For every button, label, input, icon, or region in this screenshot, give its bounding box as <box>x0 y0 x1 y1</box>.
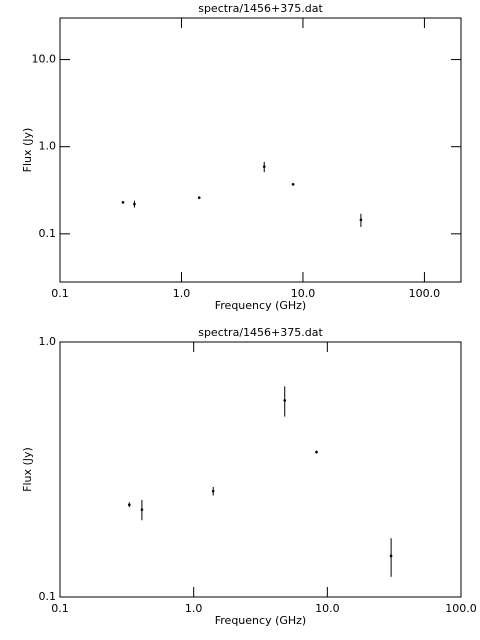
data-point <box>262 165 266 168</box>
x-tick-label: 0.1 <box>51 602 69 615</box>
data-point <box>133 202 136 206</box>
data-point <box>291 183 295 186</box>
x-tick-label: 0.1 <box>51 287 69 300</box>
x-tick-label: 1.0 <box>173 287 191 300</box>
data-point <box>389 554 393 558</box>
x-tick-label: 100.0 <box>409 287 441 300</box>
y-tick-label: 0.1 <box>39 227 57 240</box>
x-tick-label: 100.0 <box>445 602 477 615</box>
data-point <box>359 218 363 222</box>
chart-title: spectra/1456+375.dat <box>198 2 323 15</box>
data-point <box>140 508 144 511</box>
x-tick-label: 10.0 <box>315 602 340 615</box>
y-axis-label: Flux (Jy) <box>21 447 34 492</box>
chart-title: spectra/1456+375.dat <box>198 326 323 339</box>
y-tick-label: 10.0 <box>32 53 57 66</box>
data-point <box>211 489 215 493</box>
data-point <box>121 201 125 204</box>
x-axis-label: Frequency (GHz) <box>215 614 306 627</box>
plot-frame <box>59 341 462 598</box>
y-tick-label: 1.0 <box>39 335 57 348</box>
plot-frame <box>59 17 462 283</box>
y-tick-label: 0.1 <box>39 590 57 603</box>
x-axis-label: Frequency (GHz) <box>215 299 306 312</box>
y-tick-label: 1.0 <box>39 140 57 153</box>
x-tick-label: 1.0 <box>185 602 203 615</box>
data-point <box>197 196 201 199</box>
data-point <box>283 399 287 402</box>
x-tick-label: 10.0 <box>291 287 316 300</box>
data-point <box>128 503 131 507</box>
y-axis-label: Flux (Jy) <box>21 128 34 173</box>
data-point <box>315 450 318 454</box>
